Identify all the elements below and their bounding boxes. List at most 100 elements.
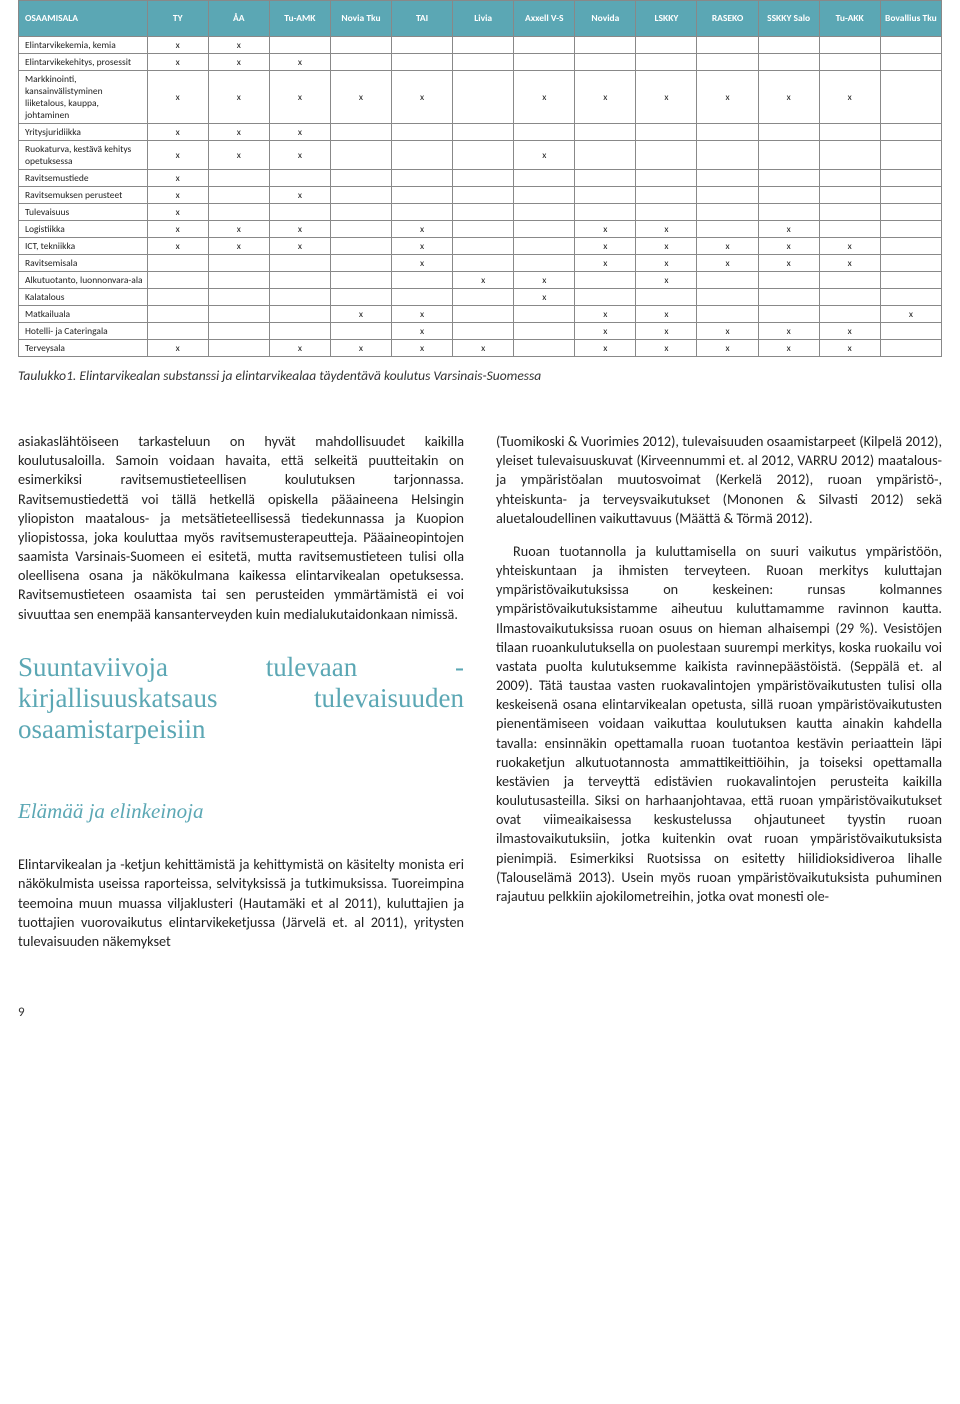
cell: x	[636, 306, 697, 323]
cell: x	[697, 255, 758, 272]
cell: x	[392, 323, 453, 340]
cell	[147, 255, 208, 272]
cell	[269, 289, 330, 306]
cell: x	[269, 340, 330, 357]
cell	[330, 54, 391, 71]
cell	[453, 204, 514, 221]
cell	[575, 54, 636, 71]
cell: x	[636, 221, 697, 238]
col-header: Tu-AMK	[269, 1, 330, 37]
cell: x	[208, 124, 269, 141]
cell	[453, 37, 514, 54]
cell	[880, 323, 941, 340]
cell	[636, 54, 697, 71]
cell	[330, 124, 391, 141]
table-row: Logistiikkaxxxxxxx	[19, 221, 942, 238]
cell: x	[392, 255, 453, 272]
cell	[880, 289, 941, 306]
cell	[392, 272, 453, 289]
cell	[636, 187, 697, 204]
cell: x	[453, 272, 514, 289]
cell: x	[147, 71, 208, 124]
cell: x	[575, 221, 636, 238]
cell	[880, 71, 941, 124]
cell	[514, 204, 575, 221]
cell: x	[819, 238, 880, 255]
cell	[819, 306, 880, 323]
cell: x	[147, 187, 208, 204]
cell: x	[147, 124, 208, 141]
body-paragraph: Elintarvikealan ja -ketjun kehittämistä …	[18, 855, 464, 951]
cell	[697, 306, 758, 323]
col-header: ÅA	[208, 1, 269, 37]
right-column: (Tuomikoski & Vuorimies 2012), tulevaisu…	[496, 432, 942, 965]
table-row: Elintarvikekehitys, prosessitxxx	[19, 54, 942, 71]
cell	[758, 37, 819, 54]
cell	[514, 221, 575, 238]
row-label: ICT, tekniikka	[19, 238, 148, 255]
cell	[819, 124, 880, 141]
cell: x	[514, 272, 575, 289]
cell: x	[514, 141, 575, 170]
cell: x	[697, 71, 758, 124]
cell	[208, 255, 269, 272]
row-label: Kalatalous	[19, 289, 148, 306]
row-label: Tulevaisuus	[19, 204, 148, 221]
cell: x	[819, 255, 880, 272]
table-caption: Taulukko1. Elintarvikealan substanssi ja…	[18, 367, 942, 384]
cell: x	[819, 323, 880, 340]
cell	[392, 187, 453, 204]
cell: x	[147, 221, 208, 238]
cell: x	[880, 306, 941, 323]
cell: x	[758, 71, 819, 124]
cell: x	[636, 323, 697, 340]
cell	[819, 170, 880, 187]
cell	[697, 289, 758, 306]
cell	[330, 187, 391, 204]
cell	[697, 272, 758, 289]
cell	[758, 187, 819, 204]
cell	[697, 221, 758, 238]
cell	[514, 124, 575, 141]
cell: x	[392, 340, 453, 357]
cell	[269, 306, 330, 323]
cell	[269, 204, 330, 221]
col-header: LSKKY	[636, 1, 697, 37]
table-row: Hotelli- ja Cateringalaxxxxxx	[19, 323, 942, 340]
row-label: Hotelli- ja Cateringala	[19, 323, 148, 340]
cell	[819, 54, 880, 71]
cell	[392, 289, 453, 306]
text-columns: asiakaslähtöiseen tarkasteluun on hyvät …	[18, 432, 942, 965]
cell	[636, 141, 697, 170]
section-heading: Suuntaviivoja tulevaan - kirjallisuuskat…	[18, 652, 464, 745]
cell	[453, 255, 514, 272]
cell: x	[636, 71, 697, 124]
cell	[330, 289, 391, 306]
table-row: Matkailualaxxxxx	[19, 306, 942, 323]
cell: x	[208, 221, 269, 238]
row-label: Ruokaturva, kestävä kehitys opetuksessa	[19, 141, 148, 170]
body-paragraph: (Tuomikoski & Vuorimies 2012), tulevaisu…	[496, 432, 942, 528]
cell	[575, 289, 636, 306]
cell	[147, 323, 208, 340]
cell	[269, 170, 330, 187]
cell	[208, 187, 269, 204]
cell: x	[330, 306, 391, 323]
row-label: Ravitsemuksen perusteet	[19, 187, 148, 204]
cell	[819, 204, 880, 221]
cell: x	[392, 238, 453, 255]
cell: x	[147, 141, 208, 170]
col-header: TY	[147, 1, 208, 37]
cell	[330, 204, 391, 221]
cell	[514, 340, 575, 357]
cell	[758, 272, 819, 289]
cell: x	[269, 238, 330, 255]
cell	[880, 272, 941, 289]
cell	[697, 187, 758, 204]
row-label: Matkailuala	[19, 306, 148, 323]
cell	[575, 37, 636, 54]
cell	[392, 54, 453, 71]
cell: x	[269, 141, 330, 170]
cell	[208, 272, 269, 289]
cell	[758, 289, 819, 306]
